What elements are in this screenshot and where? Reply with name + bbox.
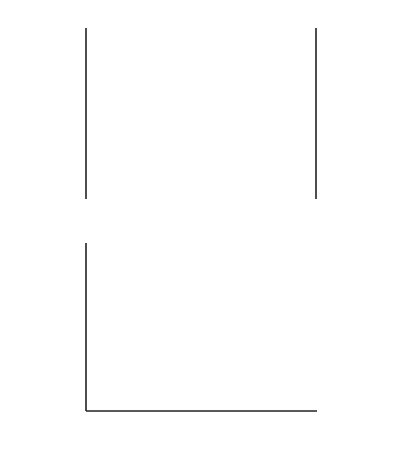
top-chart	[85, 28, 317, 199]
bottom-chart	[85, 243, 317, 412]
